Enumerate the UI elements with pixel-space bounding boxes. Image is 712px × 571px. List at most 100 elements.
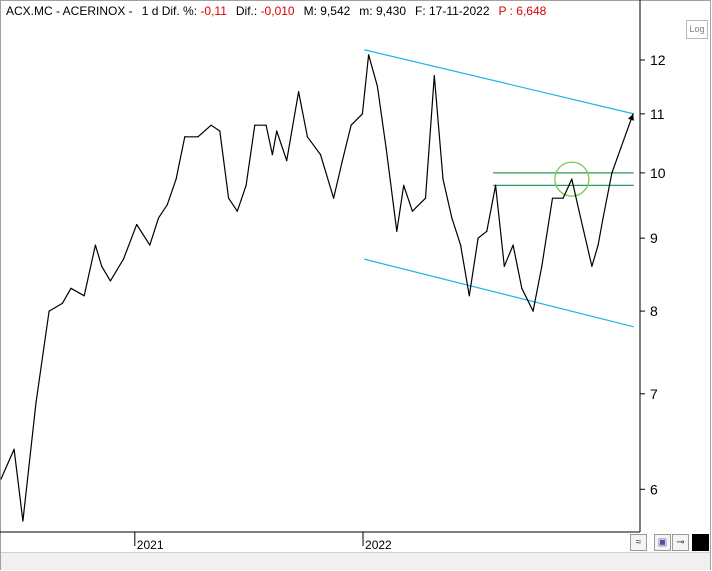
data-point <box>0 478 2 480</box>
data-point <box>532 310 534 312</box>
y-tick-label: 11 <box>650 106 665 122</box>
data-point <box>396 230 398 232</box>
last-price-label: P : 6,648 <box>498 4 547 18</box>
data-point <box>459 244 462 246</box>
price-line <box>0 54 564 522</box>
data-point <box>276 130 278 132</box>
bottom-scroll-bar[interactable] <box>1 552 710 570</box>
data-point <box>61 302 63 305</box>
drawing-overlays <box>364 49 634 328</box>
x-tick-label: 2022 <box>365 538 392 552</box>
data-point <box>571 178 573 180</box>
series-layer <box>0 54 634 522</box>
data-point <box>13 448 15 450</box>
dif-label: Dif.: <box>235 4 258 18</box>
data-point <box>149 244 151 246</box>
projection-line <box>562 113 634 267</box>
data-point <box>197 136 199 138</box>
background-color-icon[interactable] <box>692 534 709 551</box>
data-point <box>175 178 177 180</box>
data-point <box>541 265 543 267</box>
data-point <box>122 258 125 260</box>
data-point <box>35 402 37 404</box>
data-point <box>48 310 50 312</box>
data-point <box>361 113 363 115</box>
data-point <box>368 54 370 56</box>
data-point <box>512 244 514 246</box>
data-point <box>602 217 604 219</box>
dif-pct-value: -0,11 <box>200 4 227 18</box>
data-point <box>94 244 97 246</box>
data-point <box>254 124 256 126</box>
data-point <box>620 148 622 150</box>
y-tick-label: 9 <box>650 230 658 246</box>
data-point <box>109 280 112 282</box>
data-point <box>562 197 564 199</box>
quote-header: ACX.MC - ACERINOX - 1 d Dif. %: -0,11 Dif.… <box>6 2 546 20</box>
data-point <box>477 237 479 239</box>
data-point <box>611 172 613 174</box>
data-point <box>551 197 554 199</box>
min-label: m: 9,430 <box>359 4 406 18</box>
data-point <box>442 178 444 180</box>
data-point <box>521 287 523 289</box>
projection-arrowhead <box>628 113 634 121</box>
data-point <box>341 160 343 162</box>
data-point <box>22 520 24 522</box>
axes: 6 7 8 9 10 11 12 2021 2022 <box>0 0 666 552</box>
data-point <box>494 184 497 187</box>
log-scale-button[interactable]: Log <box>686 20 708 39</box>
x-tick-label: 2021 <box>137 538 164 552</box>
y-tick-label: 10 <box>650 165 666 181</box>
channel-line-lower <box>364 258 634 328</box>
data-point <box>597 244 599 246</box>
data-point <box>265 124 267 126</box>
data-point <box>591 265 593 267</box>
data-point <box>424 197 427 199</box>
data-point <box>333 197 335 199</box>
data-point <box>219 130 221 132</box>
data-point <box>350 124 352 126</box>
pin-icon[interactable]: ⊸ <box>672 534 689 551</box>
max-label: M: 9,542 <box>303 4 351 18</box>
data-point <box>70 287 72 289</box>
y-tick-label: 7 <box>650 386 658 402</box>
channel-line-upper <box>364 49 634 115</box>
highlight-circle <box>554 161 590 197</box>
data-point <box>227 197 230 199</box>
data-point <box>451 217 453 219</box>
wave-icon[interactable]: ≈ <box>630 534 647 551</box>
y-tick-label: 6 <box>650 481 658 497</box>
data-point <box>306 136 308 138</box>
data-point <box>236 210 238 212</box>
y-tick-label: 8 <box>650 303 658 319</box>
data-point <box>580 217 582 219</box>
data-point <box>298 91 300 93</box>
data-point <box>486 230 488 232</box>
data-point <box>286 160 288 162</box>
data-point <box>166 204 168 206</box>
data-point <box>319 153 322 156</box>
y-tick-label: 12 <box>650 52 666 68</box>
data-point <box>83 295 85 297</box>
data-point <box>136 223 138 226</box>
ticker-label: ACX.MC - ACERINOX - <box>6 4 133 18</box>
data-point <box>101 265 103 267</box>
data-point <box>376 85 378 87</box>
data-point <box>245 184 247 187</box>
data-point <box>184 136 186 138</box>
data-point <box>385 148 387 150</box>
data-point <box>210 124 212 126</box>
data-point <box>157 217 160 219</box>
period-label: 1 d <box>141 4 159 18</box>
dif-pct-label: Dif. %: <box>161 4 198 18</box>
data-point <box>468 295 470 297</box>
data-point <box>503 265 505 267</box>
date-label: F: 17-11-2022 <box>415 4 490 18</box>
dif-value: -0,010 <box>260 4 295 18</box>
save-icon[interactable]: ▣ <box>654 534 671 551</box>
data-point <box>271 153 273 156</box>
data-point <box>411 210 414 212</box>
data-point <box>403 184 405 187</box>
